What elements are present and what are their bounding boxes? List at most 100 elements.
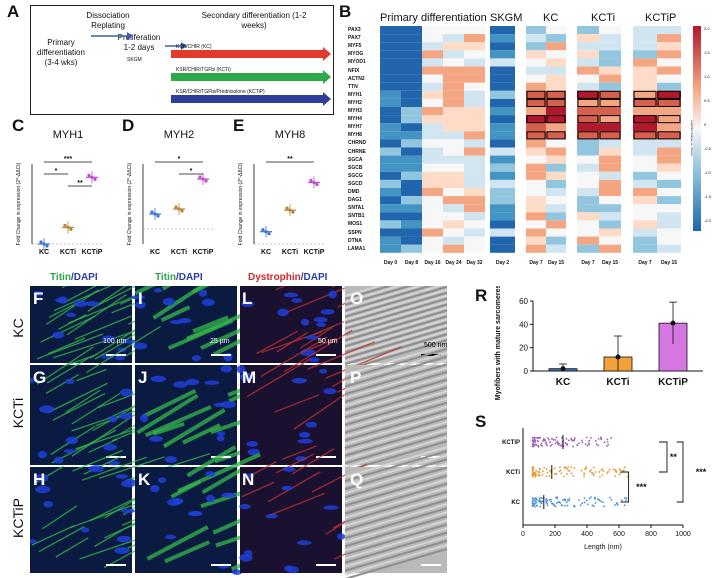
chart-data-point <box>577 499 580 501</box>
heatmap-cell <box>577 212 599 221</box>
nucleus <box>282 466 296 472</box>
heatmap-cell <box>422 179 443 188</box>
gene-label: PAX7 <box>348 35 361 42</box>
heatmap-cell <box>490 74 515 83</box>
gene-label: MOS1 <box>348 221 363 228</box>
nucleus <box>55 297 65 303</box>
chart-data-point <box>601 474 604 476</box>
heatmap-highlight-box <box>526 90 546 99</box>
chart-data-point <box>546 499 549 502</box>
heatmap-cell <box>422 212 443 221</box>
chart-data-point <box>568 499 570 502</box>
nucleus <box>165 534 177 540</box>
fiber <box>267 471 321 503</box>
chart-data-point <box>546 504 549 507</box>
chart-data-point <box>601 468 604 470</box>
scale-tick-label: 1.0 <box>704 74 710 79</box>
header-titin-dapi-1: Titin/DAPI <box>50 272 98 283</box>
panel-label-c: C <box>12 116 25 135</box>
chart-data-point <box>543 466 546 469</box>
scalebar-label-o: 500 nm <box>424 342 448 349</box>
chart-data-point <box>549 441 552 443</box>
panel-background <box>240 286 342 363</box>
chart-data-point <box>585 436 588 439</box>
chart-data-point <box>614 475 616 477</box>
nucleus <box>149 435 164 442</box>
heatmap-cell <box>443 115 464 124</box>
nucleus <box>157 477 167 484</box>
nucleus <box>80 527 90 533</box>
chart-data-point <box>594 496 596 499</box>
heatmap-cell <box>546 90 566 99</box>
gene-label: MYH7 <box>348 124 362 131</box>
heatmap-cell <box>490 204 515 213</box>
chart-data-point <box>553 467 556 470</box>
heatmap-cell <box>401 34 422 43</box>
chart-data-point <box>555 473 558 475</box>
chart-data-point <box>309 178 313 183</box>
nucleus <box>150 485 160 493</box>
sarcomere-band <box>344 300 448 333</box>
sarcomere-band <box>344 286 448 318</box>
heatmap-cell <box>657 66 681 75</box>
heatmap-cell <box>633 58 657 67</box>
heatmap-cell <box>443 196 464 205</box>
nucleus <box>204 380 220 385</box>
chart-data-point <box>597 438 600 440</box>
sarcomere-band <box>344 286 393 300</box>
nucleus <box>134 301 146 309</box>
sarcomere-band <box>344 378 448 411</box>
chart-data-point <box>531 445 534 448</box>
heatmap-cell <box>422 188 443 197</box>
proliferation-text: Proliferation 1-2 days <box>117 33 161 52</box>
chart-data-point <box>559 466 561 469</box>
heatmap-cell <box>577 139 599 148</box>
heatmap-cell <box>464 66 485 75</box>
nucleus <box>236 365 246 374</box>
chart-data-point <box>572 445 575 448</box>
heatmap-cell <box>577 131 599 140</box>
heatmap-cell <box>657 188 681 197</box>
heatmap-cell <box>526 220 546 229</box>
nucleus <box>220 365 233 373</box>
sarcomere-band <box>344 543 448 576</box>
chart-data-point <box>573 504 575 507</box>
fiber <box>42 505 78 530</box>
chart-data-point <box>573 467 576 469</box>
chart-data-point <box>618 468 621 471</box>
nucleus <box>295 456 307 462</box>
nucleus <box>65 436 78 445</box>
nucleus <box>244 473 255 479</box>
chart-data-point <box>90 175 94 179</box>
chart-data-point <box>623 504 626 507</box>
panel-label-a: A <box>7 2 20 21</box>
chart-data-point <box>554 505 557 508</box>
heatmap-cell <box>526 188 546 197</box>
heatmap-cell <box>546 244 566 253</box>
heatmap-cell <box>546 98 566 107</box>
heatmap-cell <box>546 107 566 116</box>
day-label: Day 7 <box>638 260 652 266</box>
gene-label: MYF5 <box>348 43 362 50</box>
gene-label: CHRNE <box>348 148 366 155</box>
heatmap-cell <box>633 155 657 164</box>
heatmap-cell <box>599 82 621 91</box>
panel-label-i: I <box>138 289 143 308</box>
chart-data-point <box>537 436 540 439</box>
heatmap-cell <box>380 236 401 245</box>
chart-data-point <box>554 439 557 441</box>
heatmap-cell <box>443 34 464 43</box>
heatmap-cell <box>657 220 681 229</box>
chart-data-point <box>587 442 590 445</box>
chart-data-point <box>532 470 535 473</box>
chart-data-point <box>539 501 542 504</box>
nucleus <box>85 301 99 307</box>
heatmap-cell <box>401 244 422 253</box>
scalebar-label-f: 100 µm <box>103 338 127 345</box>
heatmap-cell <box>526 98 546 107</box>
sarcomere-band <box>344 432 448 465</box>
gene-label: SGCA <box>348 156 363 163</box>
chart-data-point <box>267 232 271 236</box>
chart-category-label: KCTiP <box>82 249 103 256</box>
microscopy-panel <box>135 363 306 465</box>
